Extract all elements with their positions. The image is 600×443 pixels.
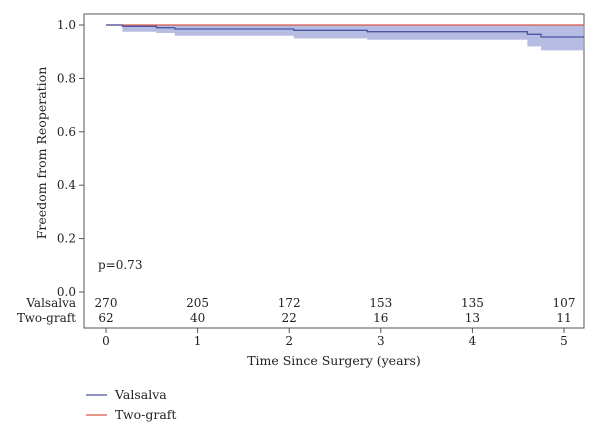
- x-axis: 0 1 2 3 4 5: [102, 328, 568, 348]
- y-tick-label: 0.2: [57, 232, 76, 246]
- x-axis-title: Time Since Surgery (years): [247, 353, 421, 368]
- x-tick-label: 0: [102, 334, 110, 348]
- x-tick-label: 1: [194, 334, 202, 348]
- p-value-annotation: p=0.73: [98, 258, 142, 272]
- legend-label-two-graft: Two-graft: [115, 407, 176, 422]
- y-axis: 0.0 0.2 0.4 0.6 0.8 1.0: [57, 18, 84, 299]
- y-tick-label: 0.6: [57, 125, 76, 139]
- risk-count: 135: [461, 296, 484, 310]
- risk-count: 172: [278, 296, 301, 310]
- y-tick-label: 0.8: [57, 71, 76, 85]
- risk-count: 16: [373, 311, 388, 325]
- plot-frame: [83, 13, 585, 329]
- risk-count: 153: [369, 296, 392, 310]
- x-tick-label: 3: [377, 334, 385, 348]
- risk-count: 11: [556, 311, 571, 325]
- legend: Valsalva Two-graft: [86, 387, 176, 422]
- y-tick-label: 0.4: [57, 178, 76, 192]
- y-axis-title: Freedom from Reoperation: [34, 67, 49, 240]
- risk-row-label: Two-graft: [17, 311, 76, 325]
- legend-label-valsalva: Valsalva: [114, 387, 167, 402]
- y-tick-label: 1.0: [57, 18, 76, 32]
- survival-curves: [106, 24, 585, 38]
- risk-count: 13: [465, 311, 480, 325]
- series-line-valsalva: [106, 24, 585, 38]
- risk-table: Valsalva 270 205 172 153 135 107 Two-graft 62 40 2…: [17, 296, 575, 325]
- risk-count: 270: [95, 296, 118, 310]
- x-tick-label: 4: [469, 334, 477, 348]
- y-tick-label: 0.0: [57, 285, 76, 299]
- x-tick-label: 2: [285, 334, 293, 348]
- x-tick-label: 5: [560, 334, 568, 348]
- risk-count: 62: [98, 311, 113, 325]
- risk-count: 22: [282, 311, 297, 325]
- risk-count: 40: [190, 311, 205, 325]
- risk-count: 205: [186, 296, 209, 310]
- risk-row-label: Valsalva: [25, 296, 76, 310]
- risk-count: 107: [553, 296, 576, 310]
